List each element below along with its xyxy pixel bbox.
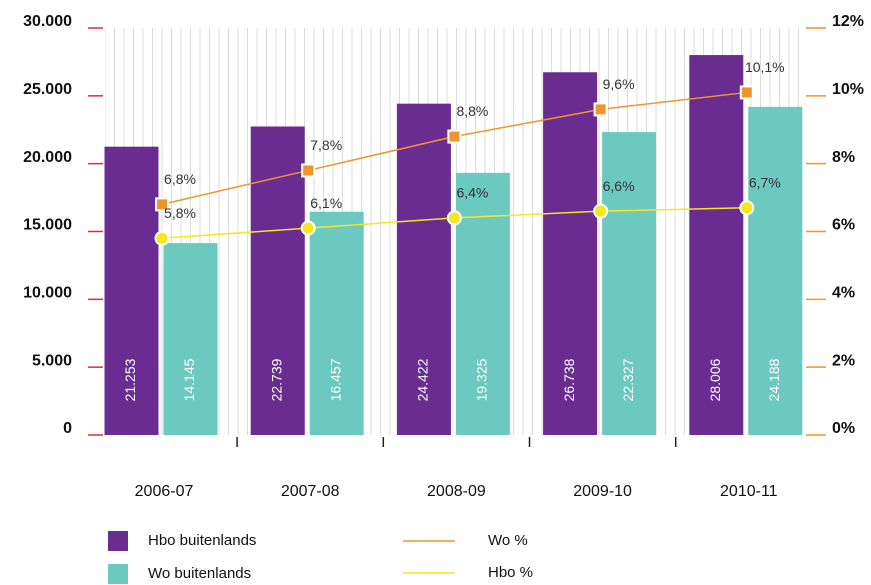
line-value-label: 7,8% [310,137,342,153]
bar-value-label: 19.325 [474,358,490,401]
y-tick-label: 30.000 [23,13,72,30]
bar [104,146,159,435]
bar [309,211,364,435]
line-value-label: 6,1% [310,195,342,211]
marker [739,85,754,100]
bar-value-label: 21.253 [122,358,138,401]
x-tick-label: 2006-07 [135,483,194,500]
bar [396,103,451,435]
x-tick-label: 2007-08 [281,483,340,500]
y-tick-label: 20.000 [23,149,72,166]
legend-label: Hbo buitenlands [148,532,256,549]
bar [602,132,657,435]
legend-swatch [108,564,128,584]
legend-label: Wo buitenlands [148,565,251,582]
marker [446,210,462,226]
background-stripes [105,28,805,435]
marker [593,102,608,117]
y2-tick-label: 0% [832,420,855,437]
bar [543,72,598,436]
y2-tick-label: 2% [832,352,855,369]
y2-tick-label: 12% [832,13,864,30]
y-tick-label: 10.000 [23,285,72,302]
bar-value-label: 14.145 [181,358,197,401]
y-tick-label: 25.000 [23,81,72,98]
marker [154,230,170,246]
marker [300,220,316,236]
marker [301,163,316,178]
line-value-label: 5,8% [164,205,196,221]
legend-label: Wo % [488,532,528,549]
y-tick-label: 0 [63,420,72,437]
bar-value-label: 22.739 [268,358,284,401]
x-tick-label: 2009-10 [573,483,632,500]
marker [155,197,169,212]
y2-tick-label: 10% [832,81,864,98]
marker [739,200,755,216]
y2-tick-label: 6% [832,217,855,234]
y2-tick-label: 8% [832,149,855,166]
bar-value-label: 22.327 [620,358,636,401]
bar-value-label: 24.188 [766,358,782,401]
legend-swatch [108,531,128,551]
line-value-label: 6,7% [749,174,781,190]
bar-value-label: 16.457 [327,358,343,401]
line-value-label: 10,1% [745,59,785,75]
y-tick-label: 5.000 [32,352,72,369]
line-value-label: 9,6% [603,76,635,92]
bar [748,106,803,436]
line-value-label: 8,8% [456,103,488,119]
legend-label: Hbo % [488,564,533,581]
bar-value-label: 24.422 [415,358,431,401]
line-value-label: 6,6% [603,178,635,194]
y-tick-label: 15.000 [23,217,72,234]
line-value-label: 6,8% [164,171,196,187]
bar [163,243,218,435]
bar-value-label: 28.006 [707,358,723,401]
marker [593,203,609,219]
y2-tick-label: 4% [832,285,855,302]
marker [447,129,462,144]
bar-value-label: 26.738 [561,358,577,401]
x-tick-label: 2010-11 [720,483,778,500]
bar [689,55,744,435]
x-tick-label: 2008-09 [427,483,486,500]
line-value-label: 6,4% [456,185,488,201]
